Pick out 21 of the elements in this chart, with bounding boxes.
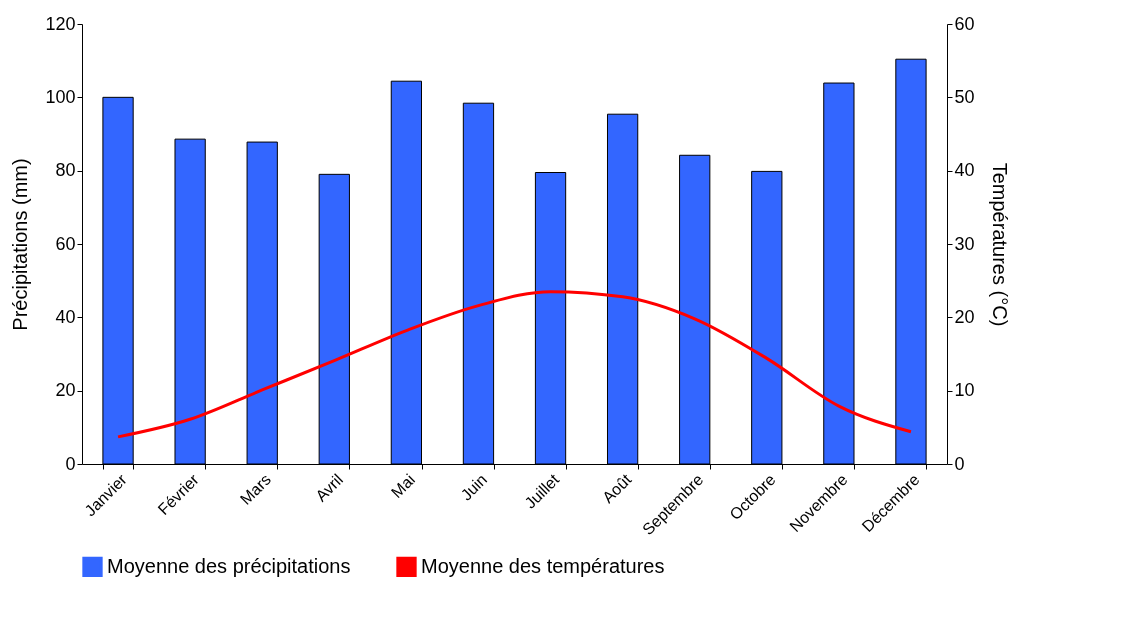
y2-tick-label: 60 [954, 13, 975, 34]
y2-tick-label: 40 [954, 160, 975, 181]
y-tick-label: 100 [45, 86, 76, 107]
y-tick-label: 120 [45, 13, 76, 34]
legend-label: Moyenne des précipitations [107, 554, 351, 577]
line-series [116, 290, 913, 439]
y-tick-label: 20 [55, 380, 76, 401]
y2-tick-label: 50 [954, 86, 975, 107]
y2-tick-label: 0 [954, 453, 965, 474]
y2-tick-label: 10 [954, 380, 975, 401]
x-tick-label: Juin [457, 470, 491, 504]
y-tick-label: 0 [65, 453, 76, 474]
x-tick-label: Mai [387, 470, 419, 502]
y-axis-title: Précipitations (mm) [9, 158, 32, 331]
y2-tick-label: 30 [954, 233, 975, 254]
y2-tick-label: 20 [954, 306, 975, 327]
y-tick-label: 80 [55, 160, 76, 181]
y2-axis-title: Températures (°C) [988, 162, 1011, 327]
y-tick-label: 60 [55, 233, 76, 254]
y-tick-label: 40 [55, 306, 76, 327]
legend-label: Moyenne des températures [421, 554, 665, 577]
